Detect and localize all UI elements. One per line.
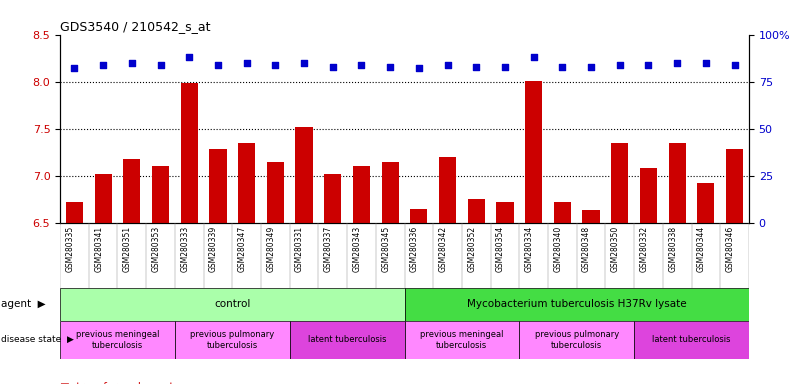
Bar [66, 202, 83, 223]
Point [699, 60, 712, 66]
Text: GSM280334: GSM280334 [525, 226, 533, 272]
Point [585, 63, 598, 70]
Point [355, 61, 368, 68]
Bar [324, 174, 341, 223]
Text: GSM280346: GSM280346 [726, 226, 735, 272]
Bar [296, 127, 312, 223]
Bar [640, 168, 657, 223]
Bar [381, 162, 399, 223]
Bar [267, 162, 284, 223]
Bar [525, 81, 542, 223]
Point [470, 63, 483, 70]
Point [670, 60, 683, 66]
Text: disease state  ▶: disease state ▶ [1, 335, 74, 344]
Text: GSM280337: GSM280337 [324, 226, 332, 272]
Point [126, 60, 139, 66]
Bar [439, 157, 456, 223]
Point [384, 63, 396, 70]
Bar [669, 143, 686, 223]
Bar [697, 183, 714, 223]
Text: latent tuberculosis: latent tuberculosis [308, 335, 386, 344]
Text: GSM280336: GSM280336 [410, 226, 419, 272]
Text: GSM280333: GSM280333 [180, 226, 189, 272]
Text: control: control [214, 299, 251, 310]
Text: GSM280354: GSM280354 [496, 226, 505, 272]
Point [498, 63, 511, 70]
Point [413, 65, 425, 71]
Bar [611, 143, 628, 223]
Point [269, 61, 282, 68]
Point [728, 61, 741, 68]
Text: previous pulmonary
tuberculosis: previous pulmonary tuberculosis [534, 330, 619, 349]
Bar [468, 199, 485, 223]
Text: GSM280331: GSM280331 [295, 226, 304, 272]
Bar [175, 321, 290, 359]
Bar [180, 83, 198, 223]
Text: GSM280335: GSM280335 [66, 226, 74, 272]
Point [642, 61, 655, 68]
Point [441, 61, 454, 68]
Text: GSM280347: GSM280347 [238, 226, 247, 272]
Bar [352, 166, 370, 223]
Text: previous meningeal
tuberculosis: previous meningeal tuberculosis [76, 330, 159, 349]
Text: Mycobacterium tuberculosis H37Rv lysate: Mycobacterium tuberculosis H37Rv lysate [467, 299, 686, 310]
Text: previous meningeal
tuberculosis: previous meningeal tuberculosis [421, 330, 504, 349]
Bar [60, 288, 405, 321]
Bar [123, 159, 140, 223]
Bar [60, 321, 175, 359]
Point [154, 61, 167, 68]
Text: GSM280344: GSM280344 [697, 226, 706, 272]
Text: agent  ▶: agent ▶ [1, 299, 46, 310]
Bar [290, 321, 405, 359]
Text: GSM280339: GSM280339 [209, 226, 218, 272]
Text: GSM280341: GSM280341 [95, 226, 103, 272]
Bar [726, 149, 743, 223]
Point [326, 63, 339, 70]
Point [97, 61, 110, 68]
Point [614, 61, 626, 68]
Text: GSM280345: GSM280345 [381, 226, 390, 272]
Bar [553, 202, 571, 223]
Bar [405, 288, 749, 321]
Bar [634, 321, 749, 359]
Text: GSM280353: GSM280353 [151, 226, 160, 272]
Bar [405, 321, 519, 359]
Text: GSM280348: GSM280348 [582, 226, 591, 272]
Point [527, 54, 540, 60]
Text: GSM280342: GSM280342 [439, 226, 448, 272]
Text: ■  transformed count: ■ transformed count [60, 382, 174, 384]
Bar [238, 143, 256, 223]
Text: latent tuberculosis: latent tuberculosis [652, 335, 731, 344]
Point [183, 54, 195, 60]
Point [556, 63, 569, 70]
Point [240, 60, 253, 66]
Text: GSM280349: GSM280349 [267, 226, 276, 272]
Text: GSM280351: GSM280351 [123, 226, 132, 272]
Point [298, 60, 311, 66]
Text: GSM280352: GSM280352 [467, 226, 477, 272]
Bar [410, 209, 428, 223]
Text: GDS3540 / 210542_s_at: GDS3540 / 210542_s_at [60, 20, 211, 33]
Text: GSM280338: GSM280338 [668, 226, 677, 272]
Bar [152, 166, 169, 223]
Text: GSM280340: GSM280340 [553, 226, 562, 272]
Bar [582, 210, 600, 223]
Point [68, 65, 81, 71]
Bar [519, 321, 634, 359]
Point [211, 61, 224, 68]
Text: previous pulmonary
tuberculosis: previous pulmonary tuberculosis [190, 330, 275, 349]
Text: GSM280332: GSM280332 [639, 226, 649, 272]
Bar [497, 202, 513, 223]
Bar [209, 149, 227, 223]
Text: GSM280350: GSM280350 [611, 226, 620, 272]
Bar [95, 174, 111, 223]
Text: GSM280343: GSM280343 [352, 226, 361, 272]
